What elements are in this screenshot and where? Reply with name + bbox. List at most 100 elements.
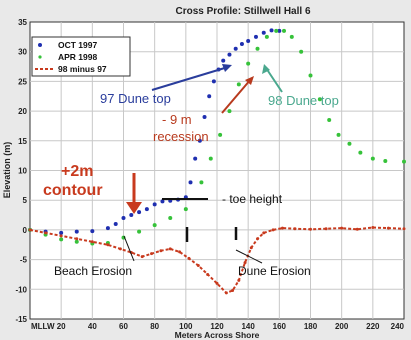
beach-erosion-pointer xyxy=(123,235,135,262)
data-point-apr-1998 xyxy=(227,109,232,114)
data-point-oct-1997 xyxy=(105,226,110,231)
data-point-98-minus-97 xyxy=(249,246,253,250)
data-point-apr-1998 xyxy=(168,216,173,221)
y-axis-label: Elevation (m) xyxy=(2,142,12,199)
series-line-98-minus-97 xyxy=(29,226,405,295)
dune-top-98-arrowhead xyxy=(262,64,270,74)
legend-item-98-minus-97: 98 minus 97 xyxy=(35,64,107,74)
x-tick-label: 140 xyxy=(241,322,255,331)
x-tick-label: 60 xyxy=(119,322,128,331)
data-point-apr-1998 xyxy=(308,73,313,78)
data-point-oct-1997 xyxy=(207,94,212,99)
data-point-oct-1997 xyxy=(227,52,232,57)
annotation-toe-height: - toe height xyxy=(222,192,283,206)
data-point-98-minus-97 xyxy=(106,243,110,247)
y-tick-label: -10 xyxy=(15,285,27,294)
data-point-98-minus-97 xyxy=(75,237,79,241)
data-point-oct-1997 xyxy=(233,46,238,51)
y-tick-label: 0 xyxy=(23,226,28,235)
x-tick-label: MLLW xyxy=(31,322,55,331)
data-point-apr-1998 xyxy=(74,239,79,244)
data-point-oct-1997 xyxy=(269,28,274,33)
data-point-oct-1997 xyxy=(193,156,198,161)
data-point-oct-1997 xyxy=(253,34,258,39)
legend-label-98-minus-97: 98 minus 97 xyxy=(58,64,107,74)
data-point-98-minus-97 xyxy=(340,226,344,230)
data-point-98-minus-97 xyxy=(309,227,312,231)
annotation-plus-2m: +2m xyxy=(61,163,93,180)
data-point-oct-1997 xyxy=(152,202,157,207)
x-axis-label: Meters Across Shore xyxy=(175,330,260,340)
data-point-oct-1997 xyxy=(188,180,193,185)
data-point-oct-1997 xyxy=(261,30,266,35)
data-point-apr-1998 xyxy=(264,34,269,39)
dune-erosion-pointer xyxy=(235,249,263,264)
data-point-oct-1997 xyxy=(160,199,165,204)
dune-top-97-arrowhead xyxy=(222,64,232,72)
annotation-9m: - 9 m xyxy=(162,112,192,127)
y-tick-label: 30 xyxy=(18,48,27,57)
data-point-apr-1998 xyxy=(255,46,260,51)
data-point-98-minus-97 xyxy=(224,291,228,295)
series-apr-1998 xyxy=(28,28,406,246)
data-point-apr-1998 xyxy=(208,156,213,161)
legend: OCT 1997 APR 1998 98 minus 97 xyxy=(31,36,131,77)
data-point-oct-1997 xyxy=(211,79,216,84)
x-tick-label: 160 xyxy=(273,322,287,331)
x-tick-label: 100 xyxy=(179,322,193,331)
data-point-apr-1998 xyxy=(327,118,332,123)
data-point-apr-1998 xyxy=(282,28,287,33)
data-point-98-minus-97 xyxy=(402,227,406,231)
recession-arrow xyxy=(221,78,252,114)
data-point-98-minus-97 xyxy=(271,228,275,232)
data-point-oct-1997 xyxy=(202,115,207,120)
data-point-98-minus-97 xyxy=(150,252,154,256)
series-98-minus-97 xyxy=(28,226,406,295)
contour-arrowhead xyxy=(126,202,142,214)
data-point-apr-1998 xyxy=(218,132,223,137)
chart-title: Cross Profile: Stillwell Hall 6 xyxy=(175,6,310,17)
data-point-98-minus-97 xyxy=(215,281,219,285)
series-oct-1997 xyxy=(28,28,282,235)
data-point-98-minus-97 xyxy=(280,226,284,230)
data-point-oct-1997 xyxy=(137,210,142,215)
data-point-98-minus-97 xyxy=(371,226,375,230)
data-point-apr-1998 xyxy=(199,180,204,185)
y-tick-label: 5 xyxy=(23,196,28,205)
data-point-apr-1998 xyxy=(370,156,375,161)
x-tick-label: 240 xyxy=(391,322,405,331)
data-point-apr-1998 xyxy=(358,150,363,155)
x-axis-ticks: MLLW 20 40 60 80 100 120 140 160 180 200 220 240 xyxy=(31,322,405,331)
data-point-98-minus-97 xyxy=(262,231,266,235)
data-point-98-minus-97 xyxy=(237,278,241,282)
y-tick-label: 25 xyxy=(18,77,27,86)
data-point-98-minus-97 xyxy=(386,226,390,230)
data-point-98-minus-97 xyxy=(178,250,182,254)
data-point-oct-1997 xyxy=(246,39,251,44)
data-point-oct-1997 xyxy=(129,213,134,218)
data-point-oct-1997 xyxy=(59,230,64,235)
data-point-98-minus-97 xyxy=(324,227,328,231)
annotation-recession: recession xyxy=(153,129,209,144)
data-point-98-minus-97 xyxy=(140,255,144,259)
x-tick-label: 200 xyxy=(335,322,349,331)
data-point-oct-1997 xyxy=(90,229,95,234)
y-tick-label: -15 xyxy=(15,315,27,324)
x-tick-label: 80 xyxy=(150,322,159,331)
y-tick-label: -5 xyxy=(20,256,28,265)
data-point-98-minus-97 xyxy=(231,288,235,292)
data-point-98-minus-97 xyxy=(44,231,48,235)
data-point-apr-1998 xyxy=(336,132,341,137)
data-point-apr-1998 xyxy=(402,159,406,164)
data-point-oct-1997 xyxy=(121,216,126,221)
x-tick-label: 120 xyxy=(210,322,224,331)
data-point-98-minus-97 xyxy=(90,240,94,244)
legend-label-apr-1998: APR 1998 xyxy=(58,52,97,62)
x-tick-label: 180 xyxy=(304,322,318,331)
data-point-oct-1997 xyxy=(239,41,244,46)
legend-marker-oct-1997 xyxy=(38,43,42,47)
data-point-oct-1997 xyxy=(221,58,226,63)
recession-arrowhead xyxy=(245,76,254,85)
annotation-98-dune-top: 98 Dune top xyxy=(268,93,339,108)
